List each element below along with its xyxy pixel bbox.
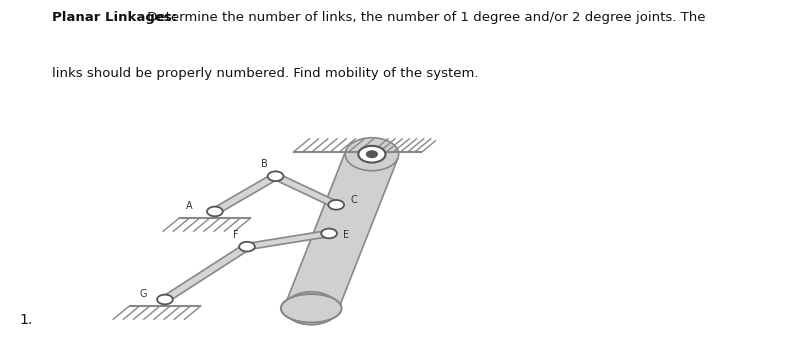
Circle shape	[239, 242, 255, 251]
Circle shape	[321, 229, 337, 238]
Circle shape	[270, 173, 281, 179]
Circle shape	[328, 200, 344, 210]
Circle shape	[160, 296, 170, 302]
Text: B: B	[262, 159, 268, 169]
Text: A: A	[186, 201, 193, 211]
Circle shape	[331, 202, 341, 208]
Circle shape	[270, 173, 281, 179]
Circle shape	[366, 151, 377, 158]
Polygon shape	[273, 174, 339, 207]
Polygon shape	[212, 174, 279, 214]
Ellipse shape	[281, 294, 342, 323]
Circle shape	[207, 207, 223, 216]
Circle shape	[242, 244, 252, 250]
Circle shape	[268, 171, 283, 181]
Circle shape	[358, 146, 385, 163]
Circle shape	[157, 295, 173, 304]
Text: links should be properly numbered. Find mobility of the system.: links should be properly numbered. Find …	[52, 67, 478, 81]
Circle shape	[242, 244, 252, 250]
Polygon shape	[285, 150, 398, 312]
Text: Planar Linkages:: Planar Linkages:	[52, 11, 177, 24]
Text: C: C	[351, 195, 358, 204]
Circle shape	[345, 138, 399, 171]
Circle shape	[324, 230, 334, 236]
Polygon shape	[246, 230, 331, 250]
Text: E: E	[343, 230, 350, 240]
Text: G: G	[140, 289, 147, 299]
Circle shape	[210, 208, 220, 214]
Text: 1.: 1.	[20, 313, 33, 327]
Polygon shape	[161, 245, 251, 302]
Circle shape	[285, 292, 338, 325]
Text: Determine the number of links, the number of 1 degree and/or 2 degree joints. Th: Determine the number of links, the numbe…	[143, 11, 705, 24]
Text: F: F	[233, 230, 239, 240]
